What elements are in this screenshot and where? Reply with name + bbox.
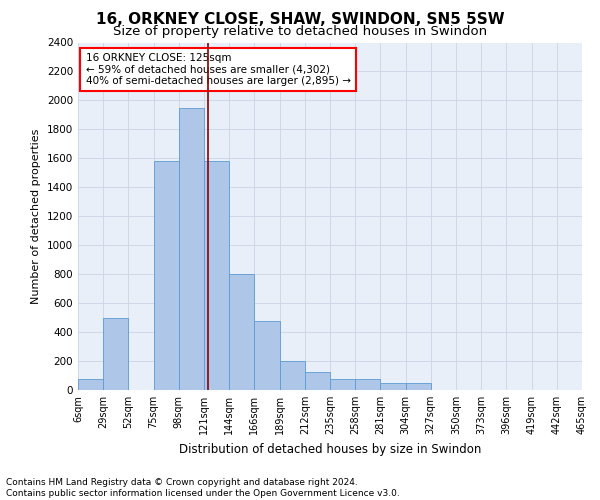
Bar (406, 383, 431, 390)
Bar (305, 372, 330, 390)
Y-axis label: Number of detached properties: Number of detached properties (31, 128, 41, 304)
Text: 16, ORKNEY CLOSE, SHAW, SWINDON, SN5 5SW: 16, ORKNEY CLOSE, SHAW, SWINDON, SN5 5SW (95, 12, 505, 28)
Text: Size of property relative to detached houses in Swindon: Size of property relative to detached ho… (113, 25, 487, 38)
Bar (355, 379, 380, 390)
Text: Contains HM Land Registry data © Crown copyright and database right 2024.
Contai: Contains HM Land Registry data © Crown c… (6, 478, 400, 498)
Bar (380, 383, 406, 390)
Bar (330, 379, 355, 390)
Text: 16 ORKNEY CLOSE: 125sqm
← 59% of detached houses are smaller (4,302)
40% of semi: 16 ORKNEY CLOSE: 125sqm ← 59% of detache… (86, 53, 350, 86)
Bar (229, 274, 254, 390)
Bar (280, 361, 305, 390)
X-axis label: Distribution of detached houses by size in Swindon: Distribution of detached houses by size … (179, 442, 481, 456)
Bar (103, 318, 128, 390)
Bar (78, 379, 103, 390)
Bar (154, 161, 179, 390)
Bar (204, 161, 229, 390)
Bar (254, 321, 280, 390)
Bar (179, 108, 204, 390)
